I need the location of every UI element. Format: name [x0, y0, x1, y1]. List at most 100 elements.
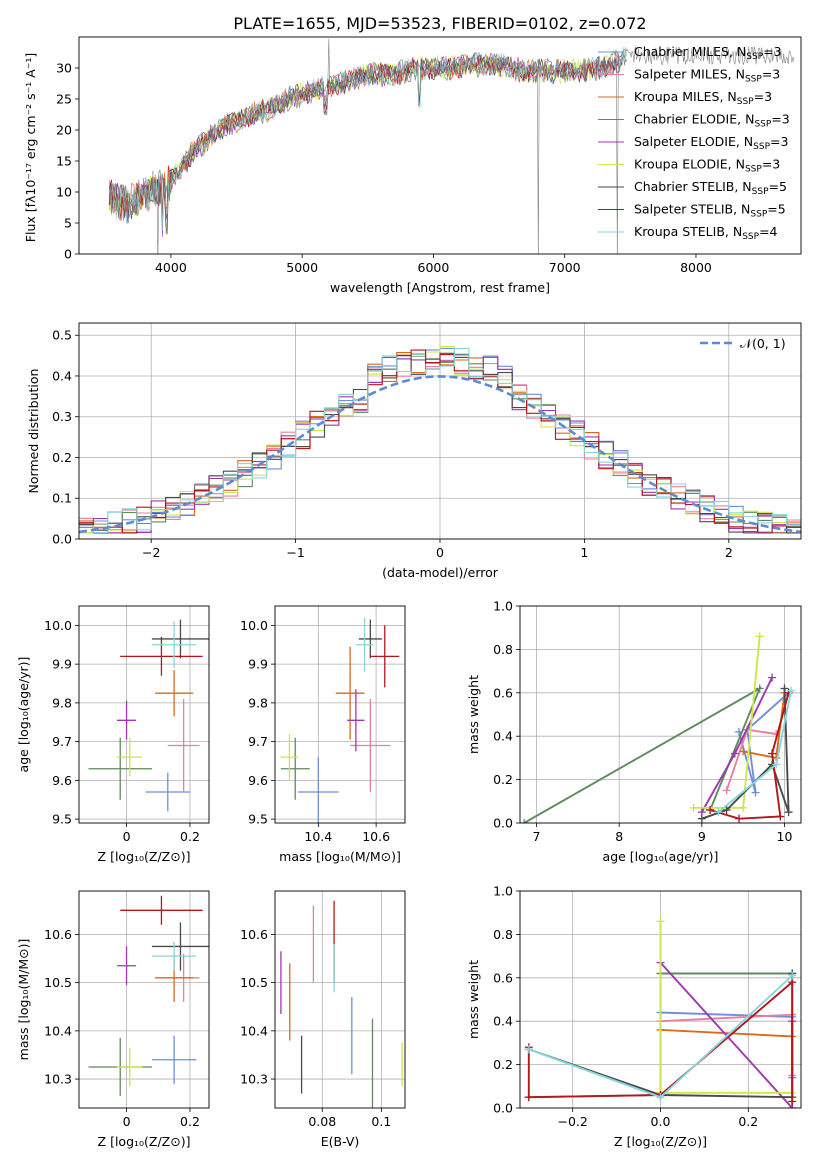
y-tick-label: 0.0 [52, 532, 72, 547]
errorbar-point [370, 625, 400, 688]
legend-label: Salpeter MILES, NSSP=3 [634, 67, 780, 85]
series-line [659, 921, 793, 1094]
y-axis-label: age [log₁₀(age/yr)] [16, 657, 31, 773]
marker [697, 814, 706, 823]
age_vs_Z-panel: 0 0.2 9.5 9.6 9.7 9.8 9.9 10.0 Z [log₁₀(Z/Z⊙)] ag… [16, 605, 210, 864]
errorbar-point [151, 1035, 197, 1084]
marker [714, 808, 723, 817]
y-tick-label: 0 [64, 247, 72, 262]
y-axis-label: mass weight [466, 675, 481, 754]
residuals-data [79, 323, 801, 539]
errorbar-point [120, 637, 203, 676]
marker [656, 1093, 665, 1102]
figure-title: PLATE=1655, MJD=53523, FIBERID=0102, z=0… [233, 14, 646, 33]
errorbar-point [120, 895, 203, 925]
x-tick-label: 10 [777, 829, 793, 844]
x-axis-label: wavelength [Angstrom, rest frame] [330, 280, 550, 295]
y-tick-label: 10.0 [44, 618, 72, 633]
y-axis-label: mass [log₁₀(M/M⊙)] [16, 939, 31, 1061]
y-tick-label: 0.5 [52, 328, 72, 343]
mass_vs_Z-data [79, 891, 209, 1108]
mass_vs_ebv-data [275, 891, 405, 1108]
axes-frame [78, 322, 802, 540]
axes-frame [78, 605, 210, 824]
axes-frame [274, 605, 406, 824]
y-tick-label: 0.0 [493, 1101, 513, 1116]
marker [751, 788, 760, 797]
spectrum-panel: 4000 5000 6000 7000 8000 0 5 10 15 20 25 30 waveleng… [23, 36, 802, 295]
y-tick-label: 0.4 [52, 368, 72, 383]
x-tick-label: 0.1 [371, 1114, 391, 1129]
y-tick-label: 25 [56, 92, 72, 107]
marker [735, 814, 744, 823]
x-tick-label: 0.0 [651, 1114, 671, 1129]
series-line [717, 690, 793, 813]
x-tick-label: 8000 [680, 260, 712, 275]
x-tick-label: 10.4 [304, 829, 332, 844]
marker [730, 749, 739, 758]
y-tick-label: 0.0 [493, 816, 513, 831]
y-tick-label: 0.4 [493, 729, 513, 744]
marker [722, 786, 731, 795]
legend-label: 𝒩(0, 1) [740, 336, 786, 351]
x-tick-label: 0.2 [180, 1114, 200, 1129]
x-tick-label: 0.2 [180, 829, 200, 844]
x-tick-label: 5000 [286, 260, 318, 275]
weight_vs_Z-panel: −0.2 0.0 0.2 0.0 0.2 0.4 0.6 0.8 1.0 Z [log₁₀(Z/Z… [466, 884, 802, 1149]
series-line [659, 1011, 794, 1098]
x-tick-label: 8 [615, 829, 623, 844]
y-tick-label: 15 [56, 154, 72, 169]
axes-frame [78, 36, 802, 255]
y-tick-label: 30 [56, 61, 72, 76]
x-tick-label: −2 [142, 545, 160, 560]
y-tick-label: 0.2 [493, 1057, 513, 1072]
y-tick-label: 0.6 [493, 685, 513, 700]
y-axis-label: mass weight [466, 960, 481, 1039]
axes-frame [519, 605, 802, 824]
age_vs_mass-data [275, 606, 405, 823]
marker [788, 1097, 797, 1106]
marker [772, 760, 781, 769]
errorbar-point [117, 946, 137, 986]
y-tick-label: 9.8 [52, 695, 72, 710]
y-tick-label: 10.4 [44, 1023, 72, 1038]
x-axis-label: Z [log₁₀(Z/Z⊙)] [98, 1134, 191, 1149]
plot-area: 4000 5000 6000 7000 8000051015202530waveleng… [16, 36, 802, 1149]
y-tick-label: 9.9 [248, 657, 268, 672]
weight_vs_age-panel: 7 8 9 10 0.0 0.2 0.4 0.6 0.8 1.0 age [log₁₀(age/yr… [466, 599, 802, 864]
x-axis-label: E(B-V) [321, 1134, 360, 1149]
series-line [659, 973, 793, 1038]
x-tick-label: 10.6 [362, 829, 390, 844]
marker [768, 749, 777, 758]
legend-label: Chabrier MILES, NSSP=3 [634, 44, 782, 62]
data-spectrum [108, 38, 795, 254]
y-tick-label: 9.7 [52, 734, 72, 749]
x-tick-label: 0 [436, 545, 444, 560]
y-tick-label: 10.3 [240, 1072, 268, 1087]
x-tick-label: 2 [725, 545, 733, 560]
axes-frame [519, 890, 802, 1109]
y-tick-label: 10.5 [44, 975, 72, 990]
marker [784, 808, 793, 817]
legend-label: Kroupa STELIB, NSSP=4 [634, 224, 778, 242]
weight_vs_Z-data [520, 891, 801, 1108]
errorbar-point [280, 733, 299, 781]
age_vs_mass-panel: 10.4 10.6 9.5 9.6 9.7 9.8 9.9 10.0 mass [log₁₀(M… [240, 605, 406, 864]
x-tick-label: 1 [580, 545, 588, 560]
y-tick-label: 10.0 [240, 618, 268, 633]
legend-label: Kroupa ELODIE, NSSP=3 [634, 157, 780, 175]
y-tick-label: 0.1 [52, 491, 72, 506]
age_vs_Z-data [79, 606, 209, 823]
y-tick-label: 10.6 [44, 927, 72, 942]
x-axis-label: (data-model)/error [382, 565, 499, 580]
errorbar-point [358, 619, 382, 659]
marker [768, 673, 777, 682]
legend-label: Chabrier STELIB, NSSP=5 [634, 179, 787, 197]
legend: Chabrier MILES, NSSP=3 Salpeter MILES, NS… [598, 44, 790, 242]
errorbar-point [151, 621, 197, 668]
x-tick-label: 7000 [549, 260, 581, 275]
y-tick-label: 0.8 [493, 927, 513, 942]
axes-frame [274, 890, 406, 1109]
marker [520, 819, 529, 823]
x-axis-label: mass [log₁₀(M/M⊙)] [279, 849, 401, 864]
